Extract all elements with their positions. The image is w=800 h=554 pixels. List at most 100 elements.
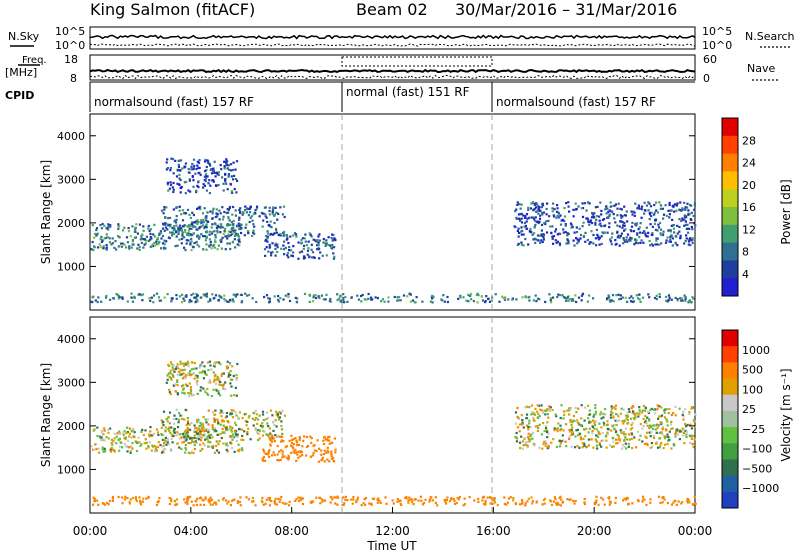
heatmap-cell	[226, 367, 229, 370]
heatmap-cell	[265, 294, 269, 297]
heatmap-cell	[529, 435, 532, 438]
heatmap-cell	[204, 173, 208, 176]
heatmap-cell	[297, 257, 300, 260]
heatmap-cell	[679, 299, 683, 302]
heatmap-cell	[184, 448, 188, 451]
heatmap-cell	[221, 498, 225, 501]
y-tick-label: 1000	[57, 260, 85, 273]
heatmap-cell	[242, 438, 245, 442]
noise-panel-frame	[89, 26, 696, 50]
heatmap-cell	[303, 292, 307, 295]
heatmap-cell	[588, 294, 591, 297]
heatmap-cell	[656, 211, 659, 214]
heatmap-cell	[282, 231, 285, 235]
heatmap-cell	[547, 416, 550, 419]
heatmap-cell	[234, 229, 237, 232]
heatmap-cell	[229, 230, 232, 234]
heatmap-cell	[196, 376, 199, 380]
heatmap-cell	[207, 499, 210, 502]
heatmap-cell	[280, 449, 283, 452]
heatmap-cell	[208, 238, 211, 241]
heatmap-cell	[637, 500, 640, 503]
heatmap-cell	[172, 208, 175, 211]
heatmap-cell	[542, 440, 546, 444]
heatmap-cell	[271, 242, 274, 245]
heatmap-cell	[300, 250, 304, 253]
heatmap-cell	[648, 239, 651, 243]
heatmap-cell	[235, 414, 238, 417]
heatmap-cell	[176, 380, 179, 383]
heatmap-cell	[234, 246, 237, 249]
heatmap-cell	[131, 243, 134, 246]
heatmap-cell	[281, 501, 284, 504]
heatmap-cell	[195, 503, 198, 506]
heatmap-cell	[555, 428, 558, 431]
heatmap-cell	[545, 429, 549, 432]
heatmap-cell	[184, 451, 187, 454]
heatmap-cell	[684, 296, 687, 299]
heatmap-cell	[279, 435, 282, 438]
heatmap-cell	[570, 433, 573, 436]
heatmap-cell	[240, 438, 243, 441]
heatmap-cell	[175, 434, 178, 437]
heatmap-cell	[432, 295, 435, 298]
heatmap-cell	[227, 300, 230, 303]
heatmap-cell	[521, 440, 525, 443]
heatmap-cell	[251, 500, 254, 503]
heatmap-cell	[604, 435, 608, 438]
heatmap-cell	[506, 501, 509, 504]
heatmap-cell	[581, 225, 584, 228]
heatmap-cell	[220, 410, 223, 413]
heatmap-cell	[213, 380, 216, 383]
heatmap-cell	[681, 427, 684, 430]
heatmap-cell	[191, 394, 194, 397]
heatmap-cell	[172, 229, 175, 232]
heatmap-cell	[254, 209, 257, 212]
heatmap-cell	[658, 415, 661, 418]
heatmap-cell	[194, 225, 197, 228]
heatmap-cell	[624, 497, 627, 500]
heatmap-cell	[172, 368, 175, 371]
heatmap-cell	[516, 406, 519, 410]
heatmap-cell	[679, 234, 682, 237]
heatmap-cell	[97, 296, 100, 299]
heatmap-cell	[651, 424, 654, 427]
heatmap-cell	[269, 437, 272, 440]
heatmap-cell	[402, 294, 406, 297]
x-axis: 00:00 04:00 08:00 12:00 16:00 20:00 00:00	[73, 507, 712, 538]
heatmap-cell	[137, 243, 140, 246]
heatmap-cell	[318, 248, 321, 251]
heatmap-cell	[218, 383, 221, 386]
heatmap-cell	[195, 437, 198, 440]
heatmap-cell	[287, 458, 290, 461]
heatmap-cell	[556, 207, 559, 210]
heatmap-cell	[556, 204, 559, 207]
heatmap-cell	[276, 413, 279, 416]
heatmap-cell	[328, 442, 331, 445]
heatmap-cell	[641, 296, 645, 299]
heatmap-cell	[208, 436, 212, 439]
heatmap-cell	[660, 406, 663, 409]
heatmap-cell	[97, 503, 100, 506]
heatmap-cell	[476, 301, 479, 304]
heatmap-cell	[661, 496, 664, 499]
heatmap-cell	[292, 450, 295, 453]
heatmap-cell	[672, 501, 675, 504]
heatmap-cell	[661, 433, 664, 436]
heatmap-cell	[180, 447, 183, 450]
heatmap-cell	[618, 236, 621, 239]
heatmap-cell	[651, 233, 654, 236]
heatmap-cell	[637, 242, 640, 245]
heatmap-cell	[459, 294, 462, 297]
heatmap-cell	[631, 213, 634, 216]
heatmap-cell	[190, 165, 193, 168]
heatmap-cell	[565, 423, 568, 426]
heatmap-cell	[602, 422, 606, 425]
heatmap-cell	[518, 423, 522, 426]
heatmap-cell	[225, 442, 228, 445]
heatmap-cell	[273, 213, 276, 216]
heatmap-cell	[370, 296, 373, 299]
heatmap-cell	[684, 297, 687, 300]
heatmap-cell	[387, 296, 390, 299]
heatmap-cell	[376, 297, 379, 300]
